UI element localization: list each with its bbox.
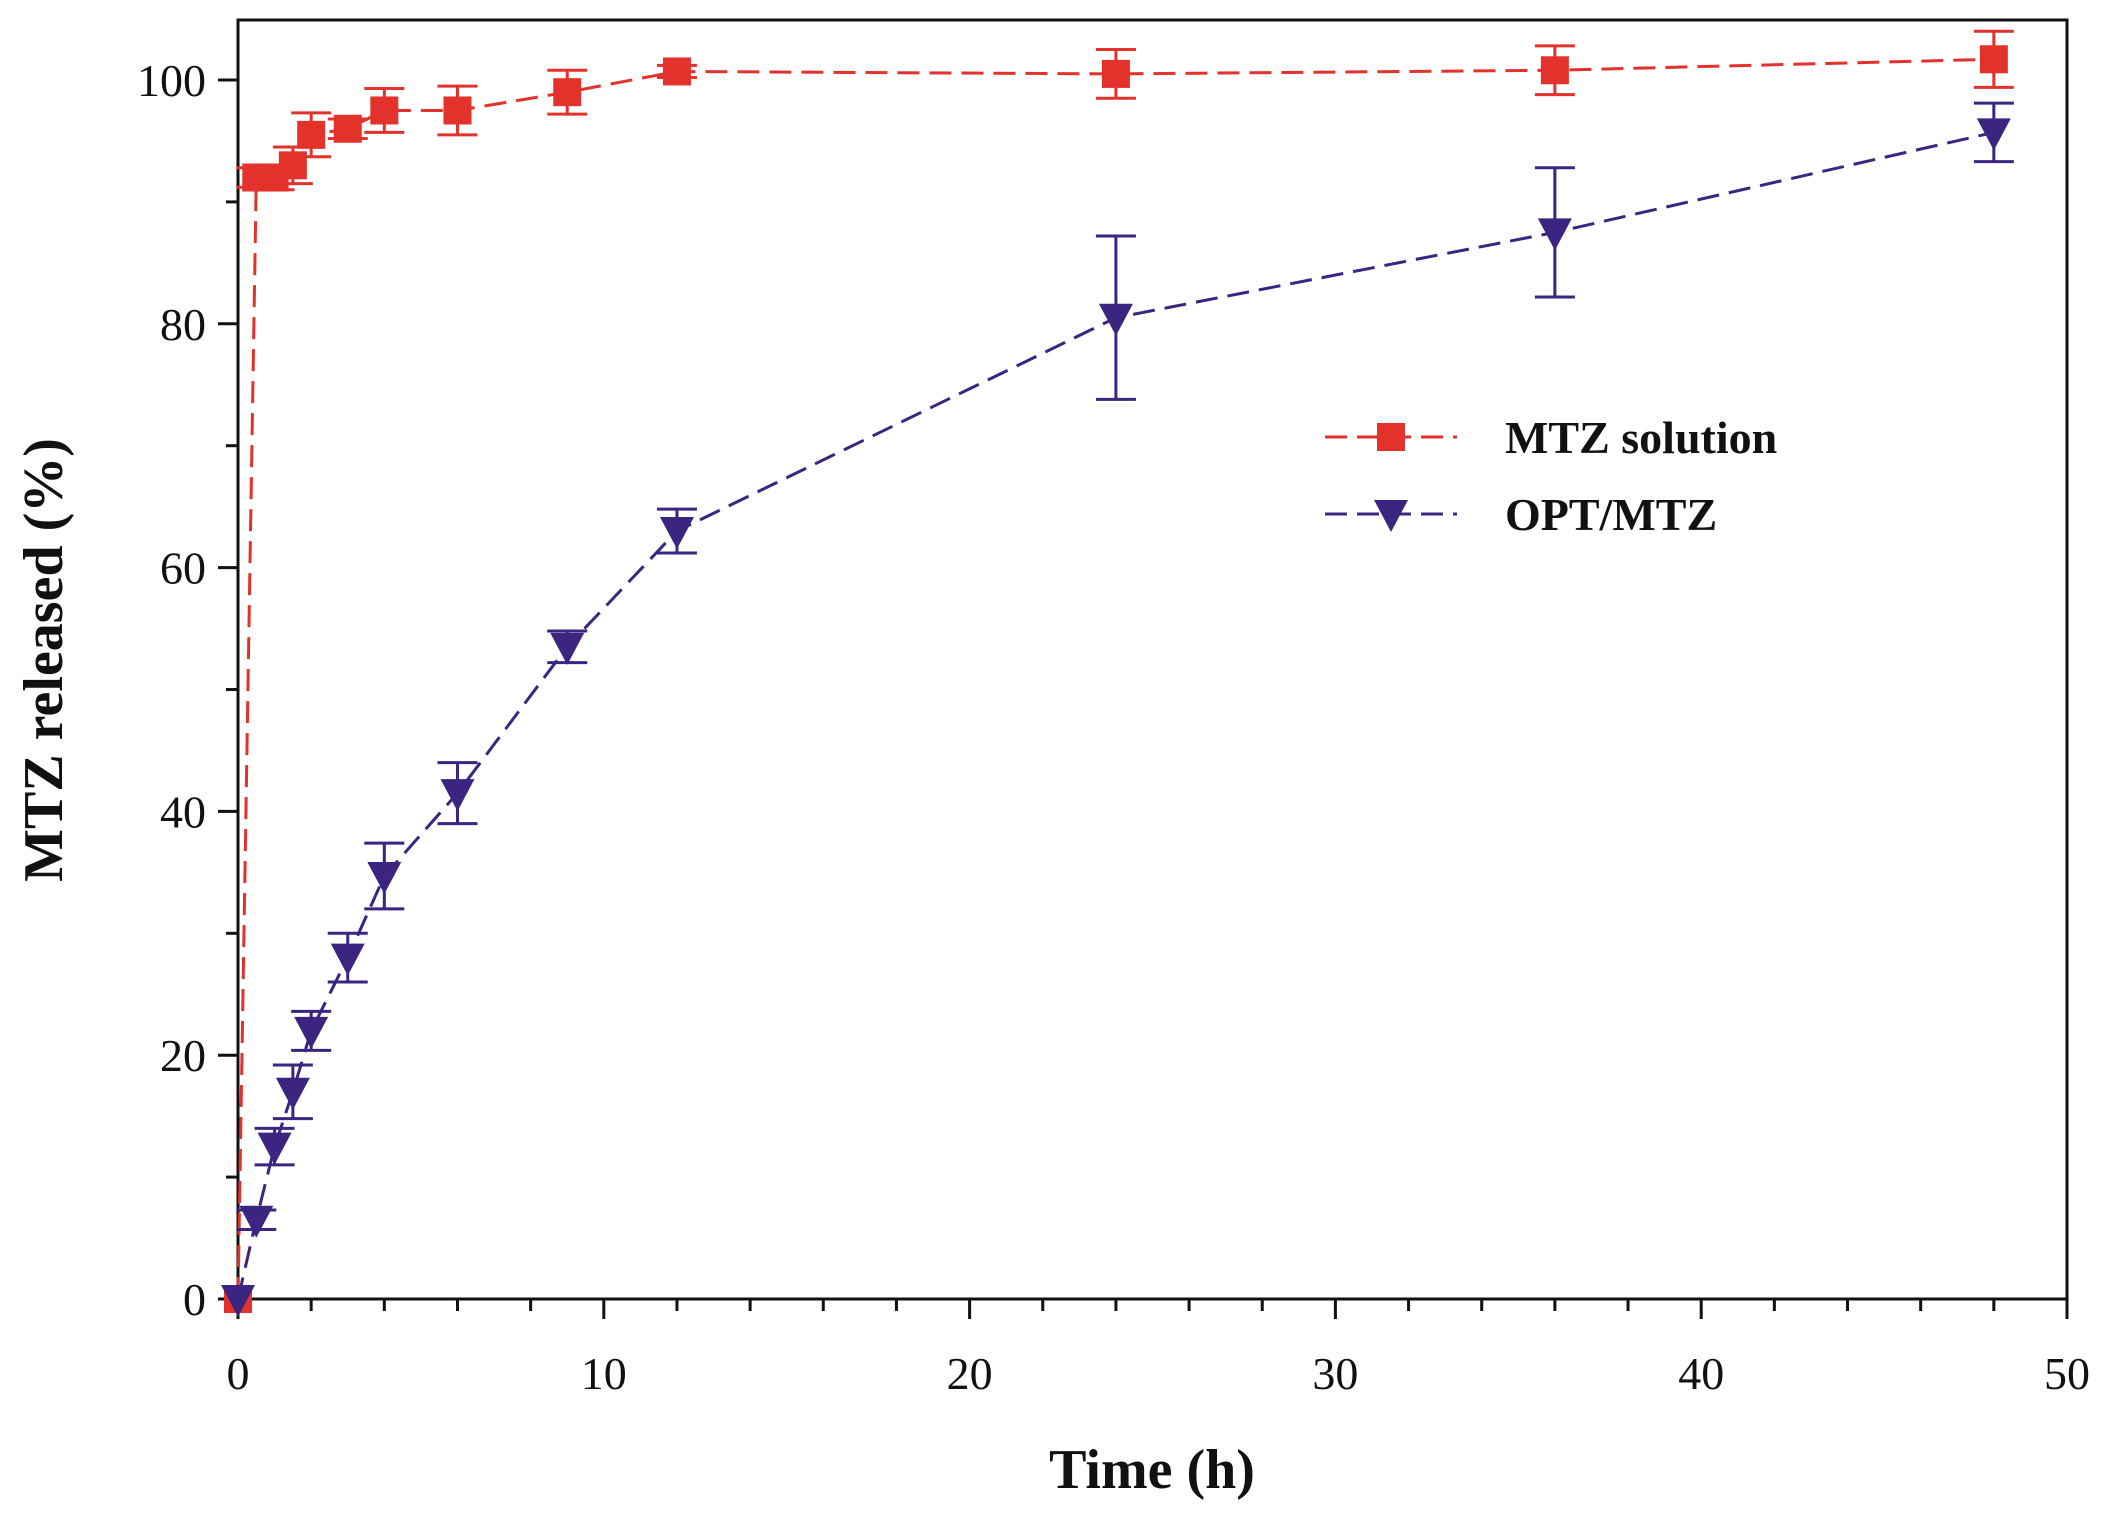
legend-item: OPT/MTZ: [1325, 489, 1717, 540]
data-point: [659, 517, 694, 550]
data-point: [1976, 118, 2011, 151]
x-tick-label: 40: [1678, 1348, 1724, 1399]
data-point: [278, 151, 307, 180]
y-tick-label: 40: [160, 786, 206, 837]
data-point: [297, 120, 326, 149]
data-point: [1098, 303, 1133, 336]
y-tick-label: 0: [183, 1274, 206, 1325]
y-tick-label: 80: [160, 299, 206, 350]
triangle-marker-icon: [1374, 500, 1408, 532]
x-tick-label: 20: [947, 1348, 993, 1399]
data-point: [367, 862, 402, 895]
legend-label: MTZ solution: [1505, 412, 1777, 463]
x-tick-label: 50: [2044, 1348, 2090, 1399]
y-tick-label: 60: [160, 543, 206, 594]
x-tick-label: 10: [581, 1348, 627, 1399]
y-tick-label: 100: [137, 55, 206, 106]
data-point: [275, 1077, 310, 1110]
axes: 0 10 20 30 40 50 0 20 40 60 80 100: [137, 18, 2090, 1399]
data-point: [370, 96, 399, 125]
data-point: [333, 114, 362, 143]
plot-frame: [236, 18, 2069, 1301]
x-axis-label: Time (h): [1049, 1439, 1255, 1501]
square-marker-icon: [1377, 423, 1405, 451]
legend-label: OPT/MTZ: [1505, 489, 1717, 540]
data-point: [440, 779, 475, 812]
data-point: [330, 943, 365, 976]
series-layer: [221, 29, 2014, 1317]
data-point: [553, 78, 582, 107]
data-point: [1540, 56, 1569, 85]
x-tick-label: 30: [1312, 1348, 1358, 1399]
data-point: [294, 1016, 329, 1049]
data-point: [1537, 218, 1572, 251]
data-point: [239, 1205, 274, 1238]
series-opt-mtz: [221, 101, 2014, 1317]
legend-item: MTZ solution: [1325, 412, 1777, 463]
y-tick-label: 20: [160, 1030, 206, 1081]
data-point: [1979, 45, 2008, 74]
series-mtz-solution: [224, 29, 2014, 1313]
data-point: [662, 57, 691, 86]
data-point: [221, 1285, 255, 1317]
data-point: [550, 632, 585, 665]
legend: MTZ solution OPT/MTZ: [1325, 412, 1777, 540]
data-point: [1101, 59, 1130, 88]
data-point: [443, 96, 472, 125]
x-tick-label: 0: [227, 1348, 250, 1399]
data-point: [257, 1132, 292, 1165]
y-axis-label: MTZ released (%): [13, 438, 75, 882]
